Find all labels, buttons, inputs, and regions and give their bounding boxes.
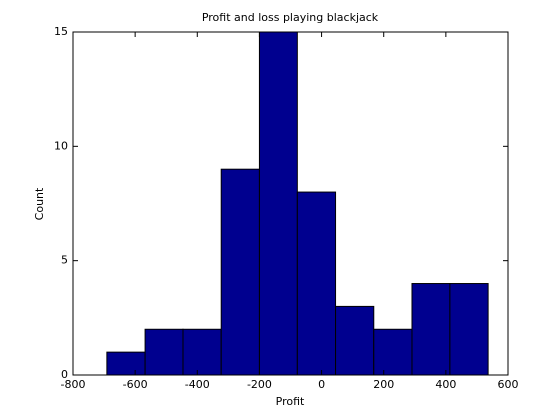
x-tick-label: -800: [61, 378, 86, 391]
bar: [373, 328, 413, 376]
x-tick-label: -200: [247, 378, 272, 391]
x-tick-label: -600: [123, 378, 148, 391]
x-tick-label: 400: [435, 378, 456, 391]
plot-frame: [72, 31, 509, 376]
y-tick-label: 5: [61, 254, 68, 267]
y-axis-label: Count: [33, 187, 46, 220]
bar: [296, 191, 337, 376]
x-tick-label: 600: [498, 378, 519, 391]
bar: [220, 168, 260, 376]
bar: [258, 31, 298, 376]
x-tick-label: 200: [373, 378, 394, 391]
bar: [106, 351, 146, 376]
x-tick-label: 0: [318, 378, 325, 391]
bar: [182, 328, 222, 376]
y-tick-label: 0: [61, 368, 68, 381]
bar: [411, 283, 451, 376]
y-tick-label: 15: [54, 25, 68, 38]
x-tick-label: -400: [185, 378, 210, 391]
x-axis-label: Profit: [276, 395, 305, 408]
y-tick-label: 10: [54, 139, 68, 152]
bar: [144, 328, 184, 376]
bar: [449, 283, 489, 376]
bar: [335, 305, 375, 376]
chart-title: Profit and loss playing blackjack: [202, 11, 379, 24]
